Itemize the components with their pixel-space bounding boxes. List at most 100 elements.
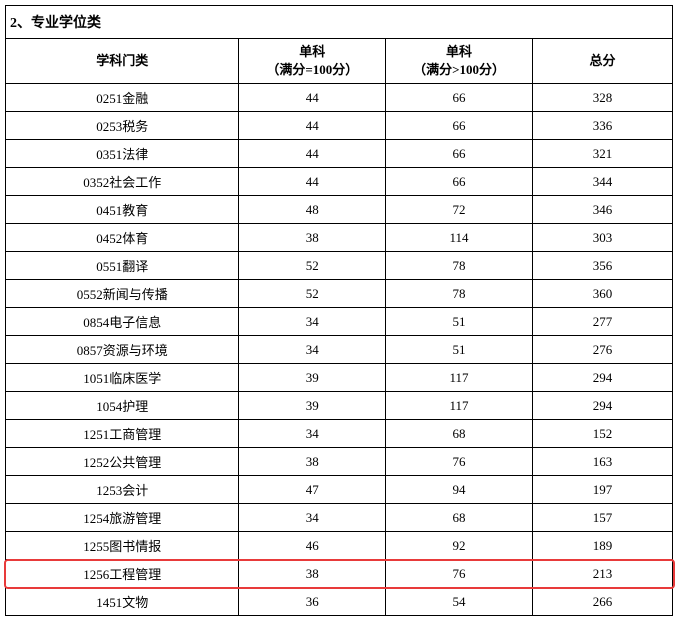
section-title: 2、专业学位类 [5,5,673,38]
cell-s2: 66 [386,84,533,112]
table-row: 1051临床医学39117294 [6,364,673,392]
cell-total: 152 [532,420,672,448]
cell-s2: 92 [386,532,533,560]
header-total: 总分 [532,39,672,84]
cell-total: 266 [532,588,672,616]
cell-s1: 44 [239,168,386,196]
cell-s2: 66 [386,168,533,196]
cell-s2: 94 [386,476,533,504]
cell-subject: 0857资源与环境 [6,336,239,364]
cell-s2: 117 [386,364,533,392]
table-row: 0452体育38114303 [6,224,673,252]
cell-total: 163 [532,448,672,476]
cell-subject: 0551翻译 [6,252,239,280]
cell-total: 321 [532,140,672,168]
cell-subject: 0251金融 [6,84,239,112]
cell-total: 277 [532,308,672,336]
cell-s1: 38 [239,224,386,252]
cell-total: 328 [532,84,672,112]
table-row: 1252公共管理3876163 [6,448,673,476]
table-row: 0352社会工作4466344 [6,168,673,196]
table-row: 0253税务4466336 [6,112,673,140]
cell-total: 356 [532,252,672,280]
cell-s2: 51 [386,336,533,364]
cell-s2: 117 [386,392,533,420]
cell-s1: 34 [239,420,386,448]
cell-s1: 46 [239,532,386,560]
scores-table: 学科门类 单科 （满分=100分） 单科 （满分>100分） 总分 0251金融… [5,38,673,616]
cell-total: 197 [532,476,672,504]
cell-total: 344 [532,168,672,196]
cell-s2: 68 [386,504,533,532]
table-body: 0251金融44663280253税务44663360351法律44663210… [6,84,673,616]
cell-s1: 36 [239,588,386,616]
cell-s2: 51 [386,308,533,336]
header-row: 学科门类 单科 （满分=100分） 单科 （满分>100分） 总分 [6,39,673,84]
cell-s2: 66 [386,112,533,140]
cell-total: 336 [532,112,672,140]
cell-subject: 0451教育 [6,196,239,224]
cell-s1: 34 [239,308,386,336]
cell-s1: 48 [239,196,386,224]
cell-s1: 39 [239,364,386,392]
cell-total: 294 [532,364,672,392]
table-row: 1054护理39117294 [6,392,673,420]
cell-subject: 0351法律 [6,140,239,168]
table-row: 0351法律4466321 [6,140,673,168]
cell-subject: 0854电子信息 [6,308,239,336]
cell-s1: 44 [239,112,386,140]
cell-s1: 34 [239,504,386,532]
table-row: 1251工商管理3468152 [6,420,673,448]
table-row: 0451教育4872346 [6,196,673,224]
cell-s1: 39 [239,392,386,420]
header-score1-line1: 单科 [299,44,325,59]
cell-total: 276 [532,336,672,364]
cell-subject: 1051临床医学 [6,364,239,392]
cell-total: 294 [532,392,672,420]
cell-total: 189 [532,532,672,560]
cell-s2: 76 [386,448,533,476]
header-subject: 学科门类 [6,39,239,84]
header-score2-line2: （满分>100分） [413,62,505,77]
cell-s1: 47 [239,476,386,504]
cell-total: 346 [532,196,672,224]
cell-subject: 0253税务 [6,112,239,140]
cell-s2: 114 [386,224,533,252]
cell-subject: 0352社会工作 [6,168,239,196]
header-score2-line1: 单科 [446,44,472,59]
cell-s2: 54 [386,588,533,616]
cell-s2: 78 [386,252,533,280]
cell-subject: 1451文物 [6,588,239,616]
cell-s2: 68 [386,420,533,448]
cell-subject: 1251工商管理 [6,420,239,448]
table-row: 1255图书情报4692189 [6,532,673,560]
cell-s1: 38 [239,448,386,476]
cell-total: 303 [532,224,672,252]
table-row: 0251金融4466328 [6,84,673,112]
table-row: 0857资源与环境3451276 [6,336,673,364]
cell-s1: 34 [239,336,386,364]
cell-subject: 1054护理 [6,392,239,420]
cell-subject: 0452体育 [6,224,239,252]
table-row: 0854电子信息3451277 [6,308,673,336]
header-score1: 单科 （满分=100分） [239,39,386,84]
cell-total: 157 [532,504,672,532]
cell-subject: 1254旅游管理 [6,504,239,532]
cell-s1: 44 [239,84,386,112]
cell-s1: 44 [239,140,386,168]
cell-s1: 52 [239,252,386,280]
cell-subject: 1255图书情报 [6,532,239,560]
table-row: 0551翻译5278356 [6,252,673,280]
cell-s2: 78 [386,280,533,308]
cell-total: 360 [532,280,672,308]
header-score2: 单科 （满分>100分） [386,39,533,84]
table-container: 2、专业学位类 学科门类 单科 （满分=100分） 单科 （满分>100分） 总… [5,5,673,616]
cell-subject: 1253会计 [6,476,239,504]
table-row: 1451文物3654266 [6,588,673,616]
cell-s2: 72 [386,196,533,224]
table-row: 0552新闻与传播5278360 [6,280,673,308]
cell-s2: 66 [386,140,533,168]
cell-subject: 1252公共管理 [6,448,239,476]
cell-s1: 52 [239,280,386,308]
table-row: 1253会计4794197 [6,476,673,504]
